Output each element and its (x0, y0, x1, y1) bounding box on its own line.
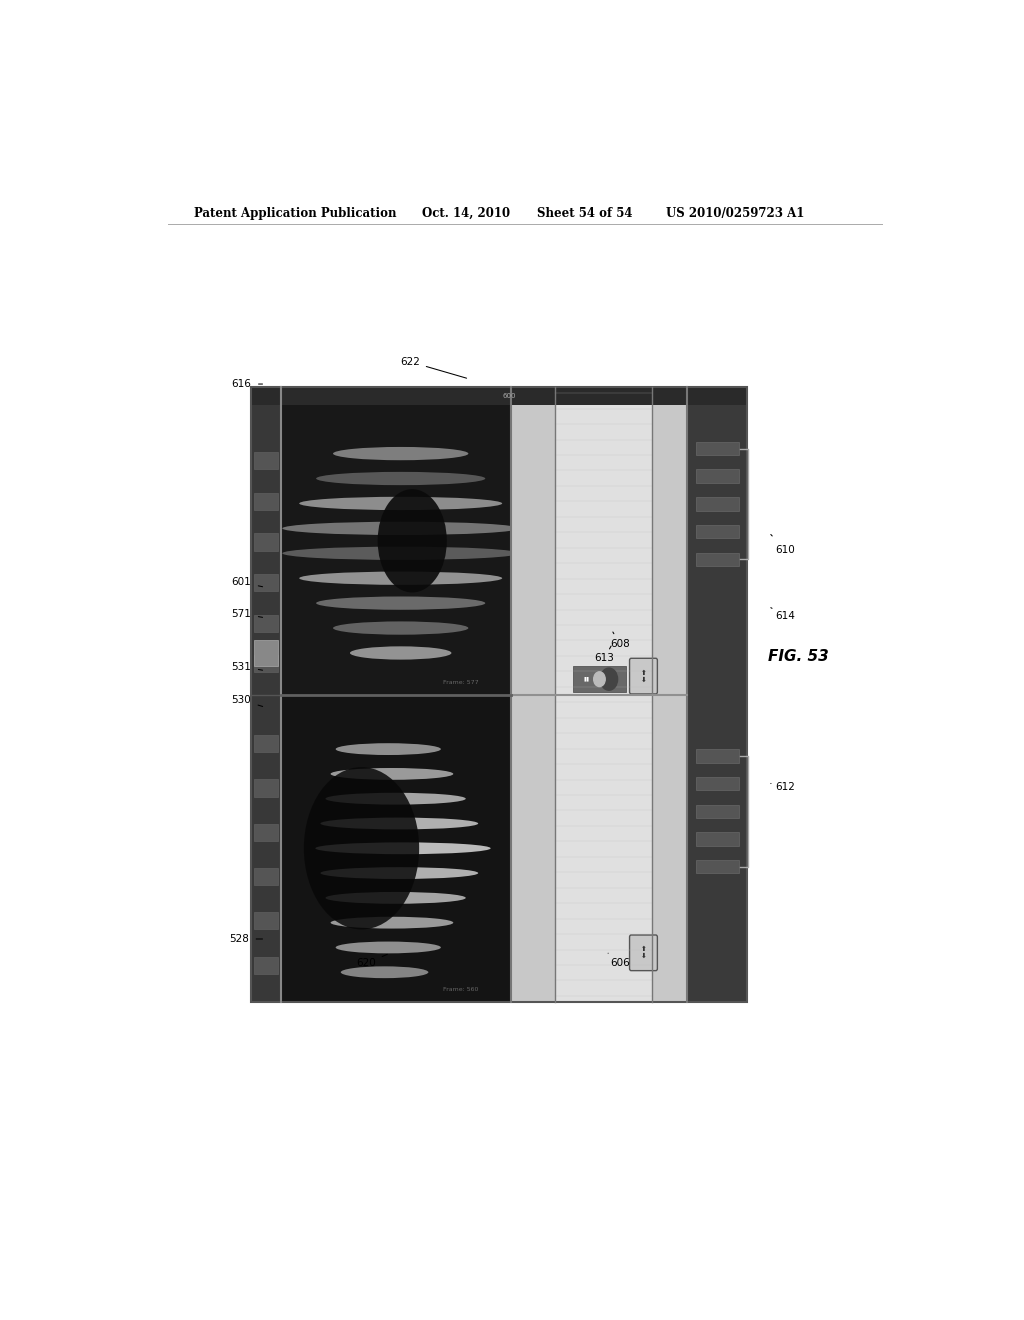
Text: Sheet 54 of 54: Sheet 54 of 54 (538, 207, 633, 220)
Ellipse shape (316, 471, 485, 486)
Bar (511, 387, 687, 1002)
Ellipse shape (336, 743, 441, 755)
Text: 531: 531 (231, 661, 252, 672)
Text: ⬆
⬇: ⬆ ⬇ (641, 946, 646, 960)
Ellipse shape (326, 892, 466, 904)
Text: 608: 608 (610, 639, 630, 649)
Text: Frame: 560: Frame: 560 (443, 987, 478, 993)
Ellipse shape (315, 842, 490, 854)
Ellipse shape (304, 767, 419, 929)
Bar (251, 387, 748, 1002)
Text: 613: 613 (594, 653, 614, 664)
Text: 614: 614 (775, 611, 795, 620)
Bar (573, 667, 626, 692)
Ellipse shape (299, 496, 502, 510)
Ellipse shape (299, 572, 502, 585)
Ellipse shape (331, 917, 454, 928)
Bar (254, 735, 278, 752)
Text: 612: 612 (775, 781, 795, 792)
Bar (254, 640, 278, 667)
Text: Oct. 14, 2010: Oct. 14, 2010 (422, 207, 510, 220)
Text: 616: 616 (231, 379, 252, 389)
Bar (251, 387, 748, 1002)
Ellipse shape (350, 647, 452, 660)
Bar (254, 453, 278, 470)
Bar (696, 525, 738, 539)
Circle shape (600, 668, 617, 690)
Bar (254, 615, 278, 632)
Text: 528: 528 (229, 935, 249, 944)
Text: US 2010/0259723 A1: US 2010/0259723 A1 (666, 207, 805, 220)
Bar (254, 574, 278, 591)
Text: 620: 620 (356, 958, 376, 969)
Bar (696, 498, 738, 511)
Bar (696, 859, 738, 874)
Bar (281, 694, 511, 1002)
Bar (254, 533, 278, 550)
Bar (696, 750, 738, 763)
Bar (251, 387, 748, 405)
Ellipse shape (378, 490, 446, 593)
Bar (696, 553, 738, 566)
Bar (254, 912, 278, 929)
Bar (254, 779, 278, 797)
Bar (251, 387, 281, 1002)
Ellipse shape (336, 941, 441, 953)
Ellipse shape (283, 521, 519, 535)
Ellipse shape (283, 546, 519, 560)
Bar (281, 387, 511, 694)
Ellipse shape (333, 622, 468, 635)
Text: 571: 571 (231, 609, 252, 619)
Bar (254, 869, 278, 886)
Bar (696, 833, 738, 846)
Text: 530: 530 (231, 696, 251, 705)
Ellipse shape (321, 817, 478, 829)
Text: ▮▮: ▮▮ (584, 677, 589, 681)
Ellipse shape (341, 966, 428, 978)
Bar (696, 805, 738, 818)
Text: Frame: 577: Frame: 577 (442, 680, 478, 685)
FancyBboxPatch shape (630, 935, 657, 970)
Bar (254, 824, 278, 841)
Text: FIG. 53: FIG. 53 (768, 649, 829, 664)
Ellipse shape (333, 447, 468, 461)
Circle shape (594, 672, 605, 686)
Ellipse shape (316, 597, 485, 610)
Bar (687, 387, 748, 1002)
FancyBboxPatch shape (630, 659, 657, 694)
Ellipse shape (331, 768, 454, 780)
Bar (696, 470, 738, 483)
Bar (254, 655, 278, 672)
Bar (696, 777, 738, 791)
Text: 600: 600 (502, 393, 516, 399)
Bar (254, 492, 278, 510)
Text: ⬆
⬇: ⬆ ⬇ (641, 669, 646, 682)
Text: 606: 606 (610, 958, 630, 969)
Ellipse shape (321, 867, 478, 879)
Bar (254, 957, 278, 974)
Text: 601: 601 (231, 577, 251, 587)
Bar (555, 387, 652, 1002)
Text: Patent Application Publication: Patent Application Publication (194, 207, 396, 220)
Text: 622: 622 (399, 356, 420, 367)
Bar (696, 442, 738, 455)
Text: 610: 610 (775, 545, 795, 554)
Ellipse shape (326, 793, 466, 805)
